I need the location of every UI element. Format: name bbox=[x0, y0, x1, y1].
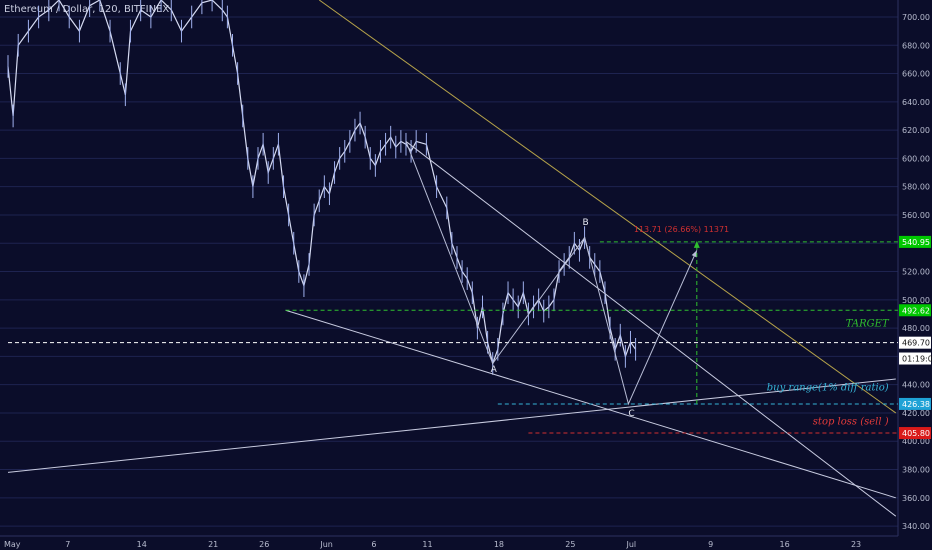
price-badge-3 bbox=[899, 352, 931, 365]
annotation-2: buy range(1% diff ratio) bbox=[767, 382, 889, 393]
x-tick-label-10: Jul bbox=[625, 540, 636, 549]
price-badge-label-5: 405.80 bbox=[902, 429, 930, 438]
y-tick-label-16: 660.00 bbox=[902, 70, 930, 79]
price-badge-5 bbox=[899, 427, 931, 440]
chart-title: Ethereum / Dollar, 120, BITFINEX bbox=[4, 4, 170, 15]
y-tick-label-18: 700.00 bbox=[902, 13, 930, 22]
trendline-2 bbox=[7, 378, 896, 473]
y-tick-label-7: 480.00 bbox=[902, 324, 930, 333]
wave-path bbox=[405, 141, 698, 406]
annotation-0: 113.71 (26.66%) 11371 bbox=[634, 225, 729, 234]
y-tick-label-11: 560.00 bbox=[902, 211, 930, 220]
y-tick-label-9: 520.00 bbox=[902, 268, 930, 277]
x-tick-label-4: 26 bbox=[259, 540, 269, 549]
price-badge-label-0: 540.95 bbox=[902, 238, 930, 247]
x-tick-label-8: 18 bbox=[494, 540, 504, 549]
y-tick-label-3: 400.00 bbox=[902, 437, 930, 446]
price-badge-label-4: 426.38 bbox=[902, 400, 930, 409]
y-tick-label-5: 440.00 bbox=[902, 381, 930, 390]
x-tick-label-2: 14 bbox=[137, 540, 147, 549]
trendline-0 bbox=[405, 141, 897, 517]
measure-arrowhead bbox=[693, 240, 700, 248]
y-tick-label-15: 640.00 bbox=[902, 98, 930, 107]
price-badge-2 bbox=[899, 336, 931, 349]
wave-label-B: B bbox=[583, 218, 589, 228]
y-tick-label-8: 500.00 bbox=[902, 296, 930, 305]
price-badge-label-3: 01:19:06 bbox=[902, 355, 932, 364]
wave-label-A: A bbox=[491, 365, 498, 375]
y-tick-label-13: 600.00 bbox=[902, 154, 930, 163]
y-tick-label-4: 420.00 bbox=[902, 409, 930, 418]
y-tick-label-12: 580.00 bbox=[902, 183, 930, 192]
annotation-3: stop loss (sell ) bbox=[813, 416, 889, 427]
price-series-line bbox=[7, 0, 637, 366]
price-badge-4 bbox=[899, 397, 931, 410]
x-tick-label-11: 9 bbox=[708, 540, 713, 549]
wave-arrowhead bbox=[691, 250, 697, 258]
x-tick-label-9: 25 bbox=[565, 540, 575, 549]
price-badge-label-2: 469.70 bbox=[902, 339, 930, 348]
x-tick-label-0: May bbox=[4, 540, 21, 549]
x-tick-label-13: 23 bbox=[851, 540, 861, 549]
x-tick-label-1: 7 bbox=[65, 540, 70, 549]
y-tick-label-0: 340.00 bbox=[902, 522, 930, 531]
annotation-1: TARGET bbox=[846, 319, 890, 330]
price-badge-1 bbox=[899, 304, 931, 317]
y-tick-label-2: 380.00 bbox=[902, 466, 930, 475]
x-tick-label-12: 16 bbox=[780, 540, 790, 549]
y-tick-label-1: 360.00 bbox=[902, 494, 930, 503]
wave-label-C: C bbox=[628, 409, 634, 419]
x-tick-label-6: 6 bbox=[371, 540, 376, 549]
price-badge-0 bbox=[899, 235, 931, 248]
y-tick-label-17: 680.00 bbox=[902, 41, 930, 50]
x-tick-label-7: 11 bbox=[422, 540, 432, 549]
price-badge-label-1: 492.62 bbox=[902, 306, 930, 315]
y-tick-label-14: 620.00 bbox=[902, 126, 930, 135]
x-tick-label-3: 21 bbox=[208, 540, 218, 549]
trendline-3 bbox=[318, 0, 897, 414]
x-tick-label-5: Jun bbox=[319, 540, 333, 549]
